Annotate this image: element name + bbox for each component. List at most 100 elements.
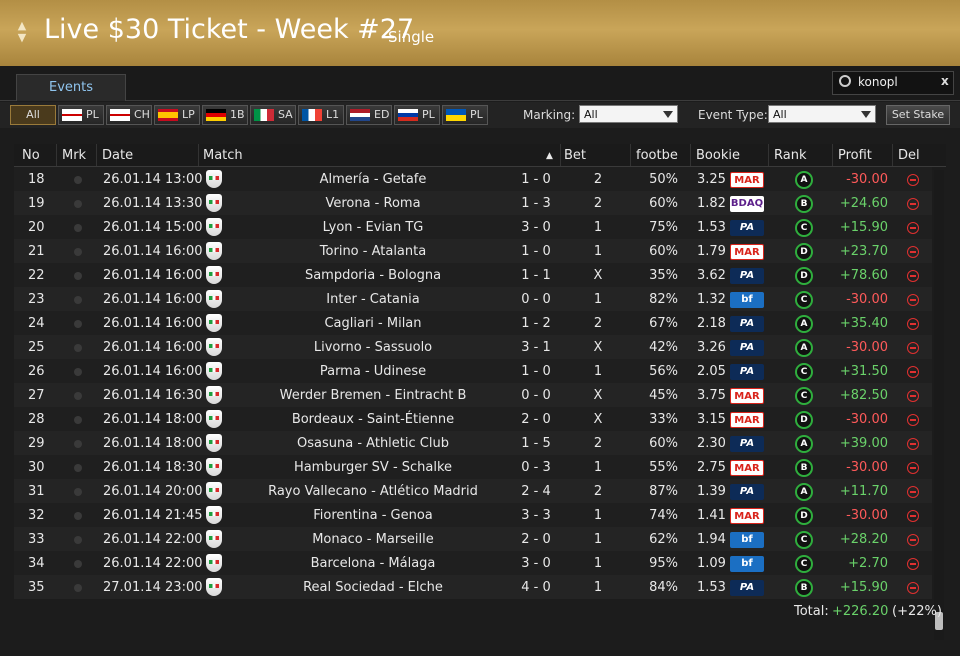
delete-button[interactable] [907,558,919,570]
league-icon [206,194,222,212]
mark-dot[interactable] [74,320,82,328]
bookie-logo[interactable]: MAR [730,412,764,428]
bookie-logo[interactable]: PA [730,436,764,452]
mark-dot[interactable] [74,536,82,544]
mark-dot[interactable] [74,248,82,256]
filter-button[interactable]: CH [106,105,152,125]
event-type-select[interactable]: All [768,105,876,123]
match: Barcelona - Málaga [310,556,436,571]
column-header[interactable]: Bet [564,148,587,163]
bookie-logo[interactable]: PA [730,484,764,500]
bookie-logo[interactable]: BDAQ [730,196,764,212]
odds: 1.53 [697,220,726,235]
filter-button[interactable]: PL [394,105,440,125]
column-header[interactable]: Mrk [62,148,87,163]
rank-badge: A [795,171,813,189]
mark-dot[interactable] [74,296,82,304]
delete-button[interactable] [907,414,919,426]
mark-dot[interactable] [74,344,82,352]
mark-dot[interactable] [74,392,82,400]
mark-dot[interactable] [74,464,82,472]
score: 1 - 0 [521,364,551,379]
filter-button[interactable]: 1B [202,105,248,125]
mark-dot[interactable] [74,224,82,232]
bookie-logo[interactable]: PA [730,580,764,596]
delete-button[interactable] [907,390,919,402]
bookie-logo[interactable]: PA [730,220,764,236]
mark-dot[interactable] [74,512,82,520]
probability: 95% [649,556,678,571]
bookie-logo[interactable]: PA [730,316,764,332]
column-header[interactable]: Del [898,148,920,163]
bet: 1 [593,220,603,235]
bookie-logo[interactable]: bf [730,532,764,548]
filter-button[interactable]: L1 [298,105,344,125]
delete-button[interactable] [907,270,919,282]
column-header[interactable]: Rank [774,148,807,163]
mark-dot[interactable] [74,176,82,184]
bookie-logo[interactable]: MAR [730,244,764,260]
date: 26.01.14 18:00 [103,436,203,451]
bookie-logo[interactable]: MAR [730,388,764,404]
delete-button[interactable] [907,174,919,186]
bookie-logo[interactable]: PA [730,340,764,356]
collapse-toggle[interactable]: ▲ ▼ [17,19,27,44]
search-clear[interactable]: x [941,74,949,88]
mark-dot[interactable] [74,416,82,424]
profit: -30.00 [846,292,888,307]
filter-all[interactable]: All [10,105,56,125]
probability: 55% [649,460,678,475]
delete-button[interactable] [907,198,919,210]
bookie-logo[interactable]: bf [730,292,764,308]
filter-button[interactable]: SA [250,105,296,125]
match: Parma - Udinese [319,364,427,379]
mark-dot[interactable] [74,584,82,592]
delete-button[interactable] [907,294,919,306]
bookie-logo[interactable]: PA [730,268,764,284]
date: 26.01.14 18:30 [103,460,203,475]
filter-label: LP [182,108,195,121]
column-separator [630,144,631,166]
filter-button[interactable]: PL [442,105,488,125]
score: 4 - 0 [521,580,551,595]
mark-dot[interactable] [74,440,82,448]
mark-dot[interactable] [74,200,82,208]
filter-button[interactable]: ED [346,105,392,125]
column-header[interactable]: Date [102,148,134,163]
bookie-logo[interactable]: PA [730,364,764,380]
delete-button[interactable] [907,534,919,546]
delete-button[interactable] [907,342,919,354]
filter-button[interactable]: PL [58,105,104,125]
delete-button[interactable] [907,318,919,330]
mark-dot[interactable] [74,272,82,280]
delete-button[interactable] [907,486,919,498]
column-header[interactable]: Profit [838,148,872,163]
scrollbar[interactable] [934,170,944,640]
delete-button[interactable] [907,462,919,474]
filter-button[interactable]: LP [154,105,200,125]
bookie-logo[interactable]: MAR [730,460,764,476]
bookie-logo[interactable]: MAR [730,172,764,188]
delete-button[interactable] [907,438,919,450]
mark-dot[interactable] [74,560,82,568]
bookie-logo[interactable]: bf [730,556,764,572]
search-box[interactable]: konopl x [832,71,954,95]
column-separator [96,144,97,166]
delete-button[interactable] [907,582,919,594]
delete-button[interactable] [907,510,919,522]
column-header[interactable]: Match [203,148,243,163]
delete-button[interactable] [907,222,919,234]
tab[interactable]: Events [16,74,126,101]
marking-select[interactable]: All [579,105,678,123]
delete-button[interactable] [907,366,919,378]
column-header[interactable]: Bookie [696,148,740,163]
mark-dot[interactable] [74,488,82,496]
column-header[interactable]: No [22,148,40,163]
delete-button[interactable] [907,246,919,258]
set-stake-button[interactable]: Set Stake [886,105,950,125]
scroll-thumb[interactable] [935,612,943,630]
header: ▲ ▼ Live $30 Ticket - Week #27 Single [0,0,960,67]
column-header[interactable]: footbe [636,148,678,163]
mark-dot[interactable] [74,368,82,376]
bookie-logo[interactable]: MAR [730,508,764,524]
